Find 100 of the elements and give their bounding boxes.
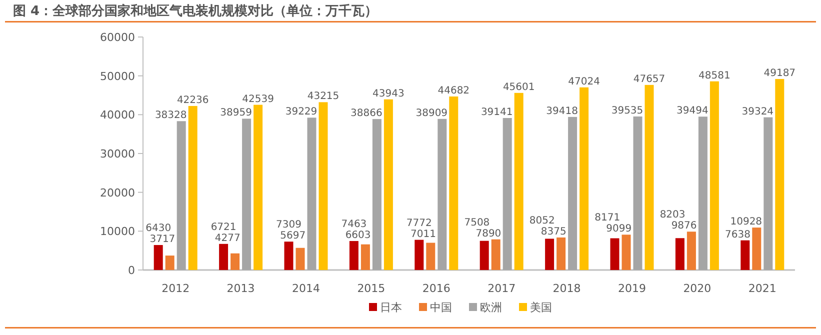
data-label: 7011 <box>410 228 436 240</box>
bar <box>610 238 620 270</box>
y-tick-label: 20000 <box>100 186 135 200</box>
data-label: 7508 <box>464 217 490 228</box>
data-label: 10928 <box>730 216 762 228</box>
data-label: 49187 <box>764 68 796 79</box>
bar <box>556 237 566 270</box>
x-tick-label: 2018 <box>552 282 581 295</box>
bar <box>764 117 773 270</box>
bar <box>514 92 524 270</box>
data-label: 39324 <box>742 106 774 118</box>
bar <box>698 116 708 270</box>
bar <box>775 78 784 270</box>
data-label: 7309 <box>276 220 302 231</box>
x-tick-label: 2012 <box>162 282 190 295</box>
data-label: 45601 <box>502 82 535 93</box>
bar <box>491 239 500 270</box>
x-tick-label: 2017 <box>488 282 516 295</box>
data-label: 39141 <box>480 107 513 118</box>
data-label: 5697 <box>280 230 306 242</box>
bar <box>580 87 589 270</box>
bar <box>165 256 174 270</box>
bar <box>414 240 424 270</box>
bar <box>318 102 328 270</box>
bar <box>349 241 358 270</box>
data-label: 7772 <box>406 218 432 229</box>
bar <box>242 118 252 270</box>
bar <box>176 121 186 270</box>
bar <box>384 99 393 270</box>
data-label: 38959 <box>220 108 252 119</box>
bar <box>426 242 436 270</box>
y-tick-label: 50000 <box>100 70 135 83</box>
legend-label: 日本 <box>380 301 402 314</box>
bar <box>360 244 370 270</box>
data-label: 42236 <box>176 94 209 106</box>
bar <box>188 106 198 270</box>
chart-title: 图 4：全球部分国家和地区气电装机规模对比（单位：万千瓦） <box>13 3 378 19</box>
y-tick-label: 60000 <box>100 31 135 44</box>
data-label: 38866 <box>350 108 382 120</box>
bar <box>284 242 294 270</box>
x-tick-label: 2015 <box>357 282 386 295</box>
bar <box>372 119 382 270</box>
legend-label: 美国 <box>530 301 552 314</box>
data-label: 8052 <box>529 215 555 226</box>
data-label: 42539 <box>242 94 274 105</box>
bar <box>545 238 554 270</box>
data-label: 39418 <box>546 106 578 117</box>
x-tick-label: 2013 <box>226 282 255 295</box>
data-label: 9099 <box>606 224 632 235</box>
bar <box>307 118 316 270</box>
data-label: 43215 <box>307 91 340 102</box>
x-tick-label: 2021 <box>748 282 776 295</box>
data-label: 6721 <box>210 222 236 233</box>
data-label: 43943 <box>372 88 404 100</box>
x-tick-label: 2020 <box>683 282 712 295</box>
data-label: 8375 <box>540 226 566 238</box>
bar <box>154 245 163 270</box>
data-label: 8171 <box>594 212 620 224</box>
data-label: 39229 <box>285 106 318 118</box>
x-tick-label: 2016 <box>422 282 450 295</box>
bar <box>502 118 512 270</box>
data-label: 39535 <box>611 105 644 116</box>
x-tick-label: 2019 <box>618 282 646 295</box>
bar <box>622 234 631 270</box>
bar <box>740 240 750 270</box>
bar <box>644 84 654 270</box>
y-tick-label: 40000 <box>100 108 135 122</box>
data-label: 3717 <box>150 234 176 246</box>
data-label: 7638 <box>725 229 750 240</box>
data-label: 9876 <box>671 220 697 232</box>
data-label: 47657 <box>633 74 666 85</box>
data-label: 38328 <box>154 110 187 122</box>
bar <box>686 232 696 270</box>
legend-label: 欧洲 <box>480 301 502 314</box>
data-label: 6603 <box>345 230 371 242</box>
data-label: 4277 <box>214 232 240 244</box>
data-label: 7463 <box>341 219 367 230</box>
data-label: 47024 <box>568 76 600 88</box>
bar <box>230 253 240 270</box>
bar <box>633 116 642 270</box>
data-label: 44682 <box>438 85 470 96</box>
data-label: 38909 <box>416 108 448 119</box>
data-label: 48581 <box>698 70 730 82</box>
bar <box>675 238 684 270</box>
data-label: 39494 <box>676 106 708 117</box>
data-label: 7890 <box>476 228 502 240</box>
y-tick-label: 30000 <box>100 148 135 160</box>
bar <box>710 81 719 270</box>
y-tick-label: 0 <box>128 264 135 277</box>
data-label: 8203 <box>660 210 686 221</box>
bar <box>568 116 578 270</box>
bar <box>449 96 458 270</box>
y-tick-label: 10000 <box>100 225 135 238</box>
bar <box>254 104 263 270</box>
bar <box>219 244 228 270</box>
data-label: 6430 <box>146 223 172 234</box>
legend-label: 中国 <box>430 301 452 314</box>
bar <box>296 248 305 270</box>
bar <box>752 228 762 270</box>
bar <box>438 118 447 270</box>
